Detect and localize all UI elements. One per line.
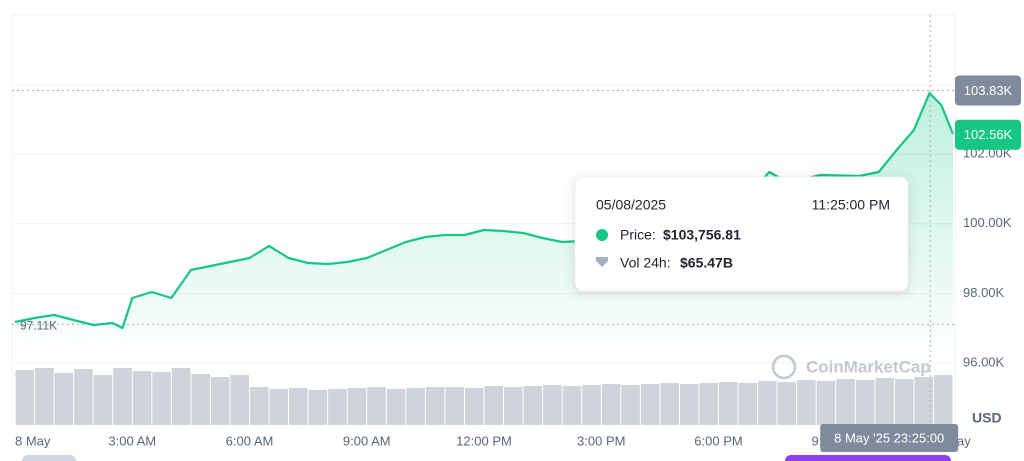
volume-bar: [15, 370, 35, 425]
volume-bar: [386, 389, 406, 425]
price-dot: [596, 229, 608, 241]
currency-label: USD: [972, 410, 1002, 426]
volume-bar: [289, 388, 308, 425]
volume-bar: [699, 383, 718, 425]
volume-bar: [660, 383, 679, 425]
volume-bar: [210, 377, 230, 425]
reference-label: 97.11K: [20, 319, 57, 333]
volume-icon: [596, 257, 608, 267]
volume-bar: [425, 387, 445, 425]
price-area: [15, 93, 953, 363]
volume-bar: [875, 378, 894, 425]
x-tick-label: 9:00 AM: [343, 433, 391, 448]
tooltip-price-label: Price:: [620, 227, 656, 243]
volume-bar: [308, 390, 328, 425]
marker-label: 102.56K: [964, 127, 1013, 142]
volume-bar: [367, 387, 386, 425]
marker-box: [955, 119, 1021, 150]
volume-bar: [640, 384, 660, 425]
volume-bar: [54, 373, 74, 425]
tooltip-time: 11:25:00 PM: [812, 197, 890, 213]
volume-bar: [484, 386, 504, 425]
marker-label: 103.83K: [964, 83, 1013, 98]
watermark: CoinMarketCap: [771, 354, 931, 380]
y-tick-label: 98.00K: [963, 285, 1005, 300]
watermark-logo: [771, 354, 797, 380]
tooltip-volume-label: Vol 24h:: [620, 255, 671, 271]
volume-bar: [914, 377, 933, 425]
tooltip-price: $103,756.81: [663, 227, 741, 243]
volume-bar: [777, 382, 797, 425]
volume-bar: [816, 381, 836, 425]
volume-bar: [328, 389, 347, 425]
x-tick-label: 8 May: [15, 433, 51, 448]
action-button[interactable]: [785, 455, 951, 461]
x-tick-label: 3:00 AM: [108, 433, 156, 448]
y-tick-label: 100.00K: [963, 215, 1012, 230]
volume-bar: [132, 371, 152, 425]
crosshair-label-box: [820, 424, 959, 452]
volume-bar: [836, 379, 855, 425]
volume-bar: [738, 383, 758, 425]
volume-bar: [191, 374, 210, 425]
volume-bar: [797, 380, 816, 425]
volume-bar: [35, 368, 54, 425]
crosshair-label: 8 May '25 23:25:00: [834, 430, 944, 445]
volume-bar: [504, 387, 523, 425]
volume-bar: [679, 384, 699, 425]
x-tick-label: 6:00 AM: [226, 433, 274, 448]
x-tick-label: 3:00 PM: [577, 433, 625, 448]
volume-bar: [347, 388, 367, 425]
volume-bar: [933, 375, 953, 425]
volume-bar: [171, 368, 191, 425]
watermark-text: CoinMarketCap: [806, 357, 931, 376]
x-tick-label: 6:00 PM: [694, 433, 742, 448]
volume-bar: [855, 380, 875, 425]
volume-bar: [523, 386, 543, 425]
tooltip-volume: $65.47B: [680, 255, 733, 271]
x-tick-label: 12:00 PM: [456, 433, 512, 448]
volume-bar: [719, 382, 738, 425]
volume-bar: [269, 389, 289, 425]
volume-bar: [582, 385, 601, 425]
tooltip-box: [574, 176, 909, 292]
volume-bar: [74, 369, 93, 425]
volume-layer: [15, 368, 953, 425]
y-tick-label: 96.00K: [963, 354, 1005, 369]
volume-bar: [562, 386, 582, 425]
volume-bar: [152, 372, 171, 425]
volume-bar: [406, 388, 425, 425]
volume-bar: [601, 384, 621, 425]
volume-bar: [445, 387, 464, 425]
volume-bar: [543, 385, 562, 425]
tooltip-date: 05/08/2025: [596, 197, 666, 213]
volume-bar: [464, 388, 484, 425]
volume-bar: [621, 385, 640, 425]
tooltip: 05/08/2025 11:25:00 PM Price: $103,756.8…: [574, 176, 909, 292]
volume-bar: [230, 375, 249, 425]
volume-bar: [93, 375, 113, 425]
volume-bar: [894, 379, 914, 425]
volume-bar: [250, 387, 269, 425]
volume-bar: [758, 381, 777, 425]
volume-bar: [113, 368, 132, 425]
range-button[interactable]: [22, 455, 76, 461]
marker-box: [955, 75, 1021, 106]
